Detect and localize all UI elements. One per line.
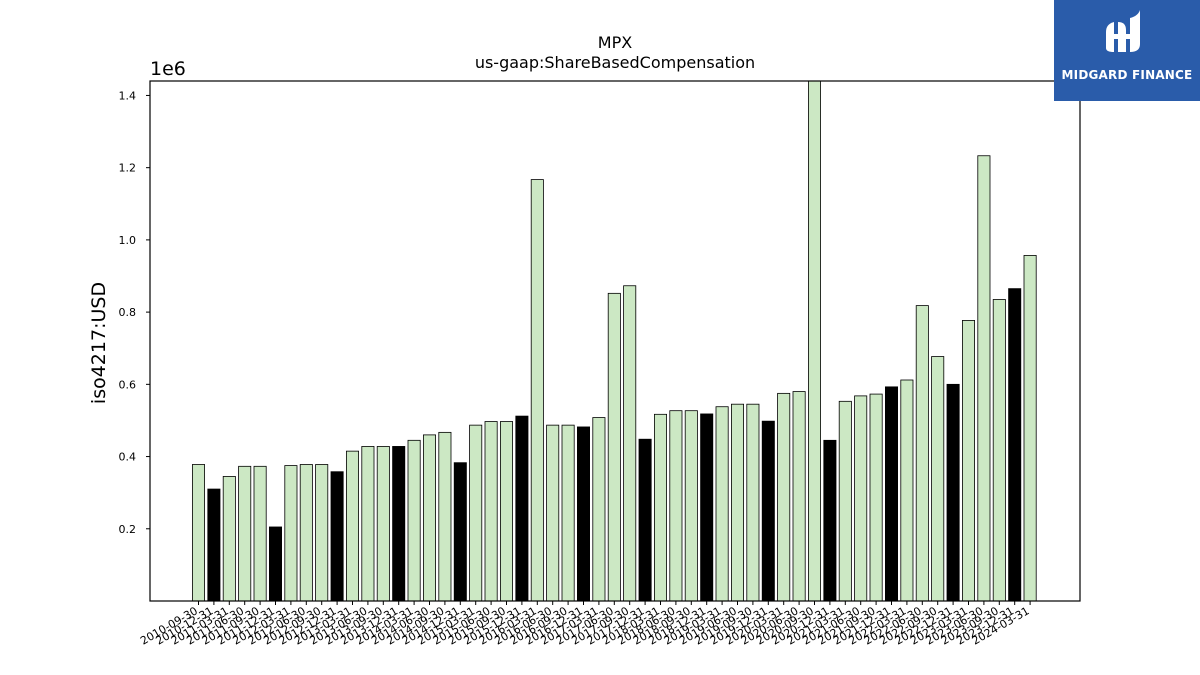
bar-2016-09-30 bbox=[561, 424, 575, 602]
bar-2016-12-31 bbox=[577, 426, 591, 602]
bar-2013-06-30 bbox=[361, 446, 375, 602]
bar-2023-03-31 bbox=[962, 320, 976, 602]
bar-2018-06-30 bbox=[669, 410, 683, 602]
bar-2012-06-30 bbox=[299, 464, 313, 602]
bar-2012-12-31 bbox=[330, 471, 344, 602]
bar-2015-03-31 bbox=[469, 424, 483, 602]
bar-2017-06-30 bbox=[607, 292, 621, 602]
bar-2012-03-31 bbox=[284, 465, 298, 602]
logo-text: MIDGARD FINANCE bbox=[1061, 68, 1193, 82]
y-tick-label: 1.0 bbox=[119, 234, 137, 247]
y-tick-label: 0.2 bbox=[119, 523, 137, 536]
bar-2017-03-31 bbox=[592, 417, 606, 602]
bar-2016-03-31 bbox=[530, 179, 544, 602]
bar-2021-09-30 bbox=[869, 393, 883, 602]
bar-2011-12-31 bbox=[268, 526, 282, 602]
y-tick-label: 1.2 bbox=[119, 162, 137, 175]
x-ticks-group: 2010-09-302010-12-312011-03-312011-06-30… bbox=[138, 601, 1032, 648]
bar-2013-09-30 bbox=[376, 446, 390, 602]
bar-2015-06-30 bbox=[484, 421, 498, 602]
bar-2020-06-30 bbox=[792, 391, 806, 602]
bar-2022-09-30 bbox=[931, 356, 945, 602]
bar-2010-12-31 bbox=[207, 488, 221, 602]
bar-2012-09-30 bbox=[315, 464, 329, 602]
y-tick-label: 0.4 bbox=[119, 451, 137, 464]
bar-2021-03-31 bbox=[838, 400, 852, 602]
bar-2021-12-31 bbox=[885, 386, 899, 602]
bar-2019-09-30 bbox=[746, 403, 760, 602]
bar-2023-09-30 bbox=[992, 299, 1006, 602]
bar-2017-09-30 bbox=[623, 285, 637, 602]
bar-2022-12-31 bbox=[946, 383, 960, 602]
bar-2011-03-31 bbox=[222, 476, 236, 602]
bar-2020-03-31 bbox=[777, 392, 791, 602]
bar-2022-03-31 bbox=[900, 379, 914, 602]
bar-2020-09-30 bbox=[808, 80, 822, 602]
bar-2017-12-31 bbox=[638, 438, 652, 602]
y-ticks-group: 0.2 0.4 0.6 0.8 1.0 1.2 1.4 bbox=[119, 89, 150, 536]
bar-2023-06-30 bbox=[977, 155, 991, 602]
bar-2019-06-30 bbox=[731, 403, 745, 602]
bar-2014-03-31 bbox=[407, 439, 421, 602]
chart-subtitle: us-gaap:ShareBasedCompensation bbox=[475, 53, 755, 72]
y-tick-label: 0.6 bbox=[119, 378, 137, 391]
bar-2016-06-30 bbox=[546, 424, 560, 602]
logo-mark-icon bbox=[1106, 10, 1140, 52]
bar-2021-06-30 bbox=[854, 395, 868, 602]
y-axis-label: iso4217:USD bbox=[88, 282, 110, 404]
bar-2013-03-31 bbox=[345, 450, 359, 602]
bar-2011-06-30 bbox=[238, 465, 252, 602]
bar-2023-12-31 bbox=[1008, 288, 1022, 602]
y-tick-label: 1.4 bbox=[119, 89, 137, 102]
brand-logo: MIDGARD FINANCE bbox=[1054, 0, 1200, 101]
bar-2014-09-30 bbox=[438, 431, 452, 602]
bar-2015-09-30 bbox=[499, 421, 513, 602]
bar-2018-12-31 bbox=[700, 413, 714, 602]
y-tick-label: 0.8 bbox=[119, 306, 137, 319]
bar-2022-06-30 bbox=[915, 305, 929, 602]
bar-2020-12-31 bbox=[823, 439, 837, 602]
y-offset-label: 1e6 bbox=[150, 58, 186, 80]
bar-2019-12-31 bbox=[761, 420, 775, 602]
bars-group bbox=[191, 80, 1037, 602]
bar-2018-03-31 bbox=[654, 413, 668, 602]
bar-2019-03-31 bbox=[715, 406, 729, 602]
bar-2014-06-30 bbox=[422, 434, 436, 602]
bar-2015-12-31 bbox=[515, 415, 529, 602]
bar-2018-09-30 bbox=[684, 410, 698, 602]
bar-2011-09-30 bbox=[253, 465, 267, 602]
plot-frame bbox=[149, 80, 1081, 602]
bar-2014-12-31 bbox=[453, 462, 467, 602]
bar-2010-09-30 bbox=[191, 464, 205, 602]
bar-2024-03-31 bbox=[1023, 255, 1037, 602]
chart-title: MPX bbox=[598, 33, 632, 52]
bar-2013-12-31 bbox=[392, 446, 406, 602]
